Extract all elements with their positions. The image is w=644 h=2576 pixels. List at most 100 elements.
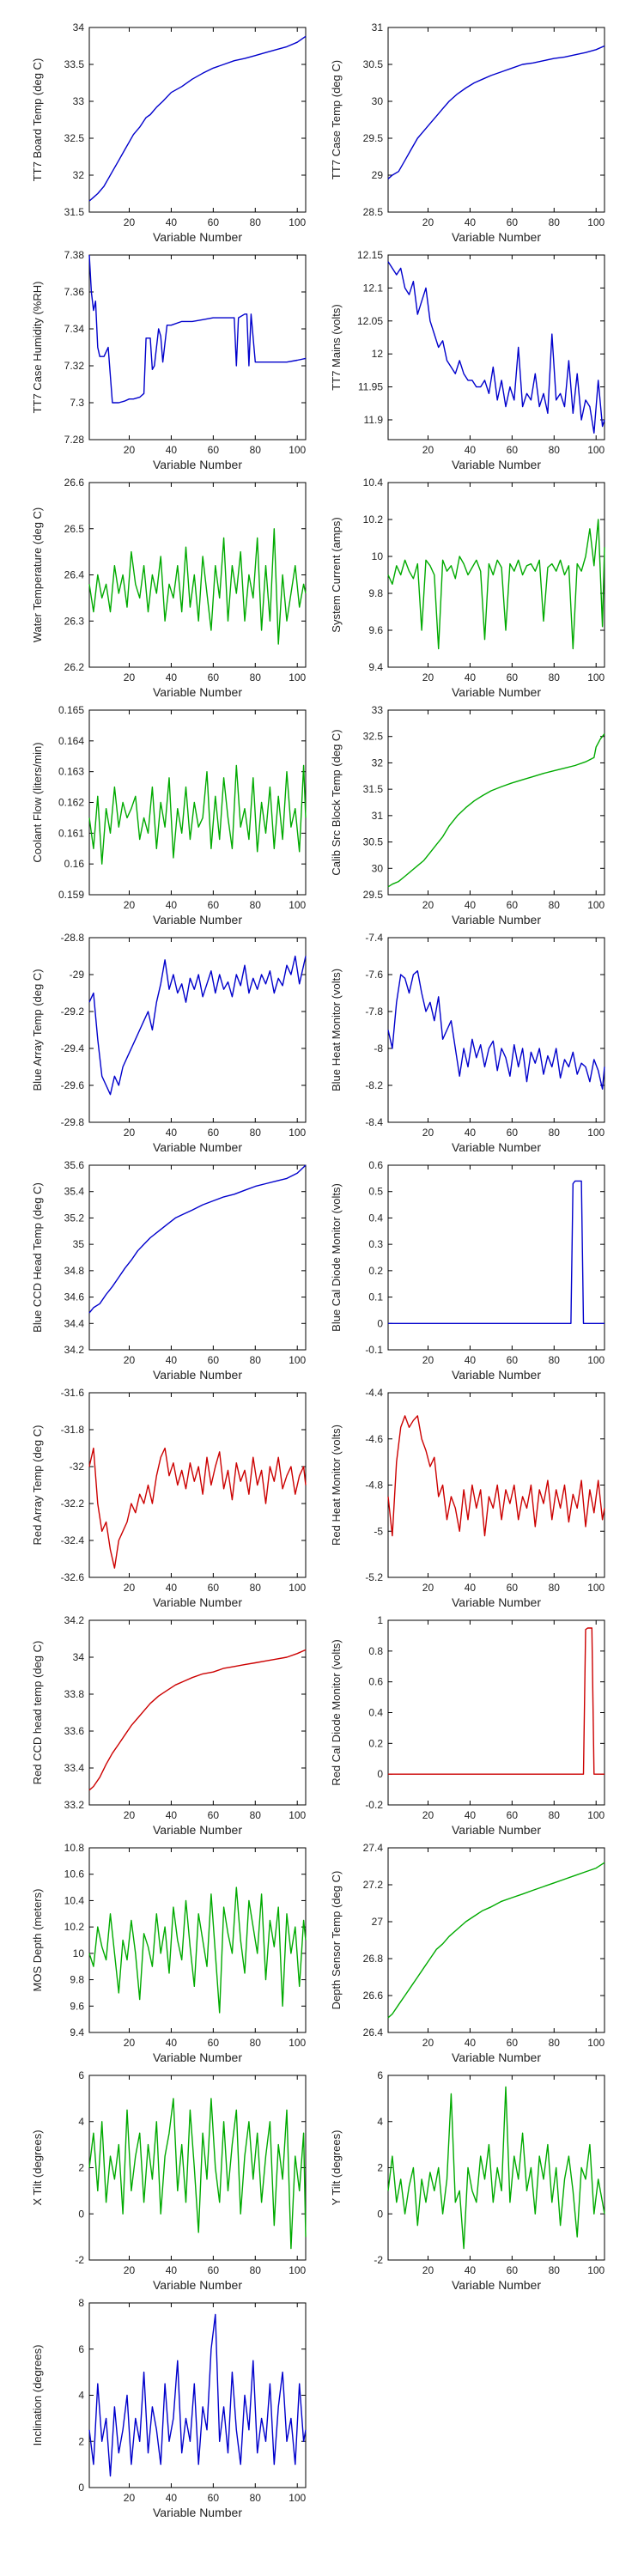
chart-panel-5: 20 40 60 80 100 26.2 26.3 26.4 26.5 26.6 Variable … bbox=[31, 477, 307, 699]
y-tick-label: 32 bbox=[372, 756, 384, 769]
chart-panel-3: 20 40 60 80 100 7.28 7.3 7.32 7.34 7.36 7.38 Variab… bbox=[31, 249, 307, 471]
y-tick-label: 31.5 bbox=[64, 206, 85, 218]
y-tick-label: 26.6 bbox=[64, 477, 85, 489]
y-axis-label: Blue Cal Diode Monitor (volts) bbox=[330, 1183, 343, 1332]
y-tick-label: 10.4 bbox=[64, 1894, 85, 1906]
series-line bbox=[88, 955, 307, 1096]
x-axis-label: Variable Number bbox=[452, 1823, 541, 1837]
x-tick-label: 20 bbox=[124, 1354, 136, 1366]
y-tick-label: -29.2 bbox=[61, 1005, 85, 1018]
y-axis-label: X Tilt (degrees) bbox=[31, 2129, 44, 2205]
x-tick-label: 60 bbox=[507, 444, 519, 456]
y-tick-label: 26.5 bbox=[64, 523, 85, 535]
y-tick-label: 9.6 bbox=[368, 624, 383, 636]
y-tick-label: -8 bbox=[374, 1042, 383, 1054]
plot-frame bbox=[88, 937, 307, 1123]
y-tick-label: 6 bbox=[78, 2343, 84, 2355]
x-tick-label: 40 bbox=[465, 671, 477, 683]
y-tick-label: 4 bbox=[78, 2390, 84, 2402]
x-axis-label: Variable Number bbox=[153, 1140, 242, 1154]
x-tick-label: 60 bbox=[507, 1354, 519, 1366]
series-line bbox=[88, 764, 307, 865]
x-axis-label: Variable Number bbox=[452, 1368, 541, 1382]
x-tick-label: 100 bbox=[289, 2037, 306, 2049]
plot-frame bbox=[88, 2302, 307, 2488]
x-tick-label: 80 bbox=[250, 671, 262, 683]
x-tick-label: 80 bbox=[549, 671, 561, 683]
y-tick-label: 34 bbox=[73, 1651, 85, 1663]
y-tick-label: 30.5 bbox=[363, 58, 384, 70]
series-line bbox=[387, 2086, 605, 2250]
y-tick-label: 0.1 bbox=[368, 1291, 383, 1303]
x-tick-label: 80 bbox=[250, 899, 262, 911]
y-tick-label: 34.2 bbox=[64, 1614, 85, 1626]
x-tick-label: 60 bbox=[208, 1127, 220, 1139]
y-tick-label: 34 bbox=[73, 21, 85, 33]
plot-frame bbox=[387, 254, 605, 440]
y-tick-label: 7.3 bbox=[70, 397, 84, 409]
chart-panel-6: 20 40 60 80 100 9.4 9.6 9.8 10 10.2 10.4 Variable N… bbox=[330, 477, 605, 699]
y-axis-label: Water Temperature (deg C) bbox=[31, 507, 44, 643]
x-tick-label: 100 bbox=[289, 1582, 306, 1594]
x-tick-label: 60 bbox=[208, 2492, 220, 2504]
y-tick-label: -32.4 bbox=[61, 1534, 85, 1546]
x-tick-label: 60 bbox=[507, 2037, 519, 2049]
x-tick-label: 100 bbox=[587, 1809, 605, 1821]
y-tick-label: 11.95 bbox=[358, 381, 383, 393]
chart-panel-14: 20 40 60 80 100 -5.2 -5 -4.8 -4.6 -4.4 Variable Nu… bbox=[330, 1387, 605, 1609]
y-tick-label: 32.5 bbox=[363, 731, 384, 743]
y-tick-label: 2 bbox=[78, 2162, 84, 2174]
x-tick-label: 40 bbox=[465, 2264, 477, 2276]
series-line bbox=[387, 519, 605, 650]
x-tick-label: 100 bbox=[587, 1354, 605, 1366]
y-tick-label: 0.8 bbox=[368, 1645, 383, 1657]
x-tick-label: 60 bbox=[507, 899, 519, 911]
x-tick-label: 80 bbox=[250, 2037, 262, 2049]
x-tick-label: 80 bbox=[549, 1354, 561, 1366]
x-tick-label: 60 bbox=[507, 671, 519, 683]
y-tick-label: 30 bbox=[372, 862, 384, 874]
x-tick-label: 80 bbox=[549, 216, 561, 228]
x-tick-label: 20 bbox=[124, 671, 136, 683]
plot-frame bbox=[387, 2075, 605, 2261]
series-line bbox=[88, 35, 307, 202]
y-tick-label: 32 bbox=[73, 169, 85, 181]
y-tick-label: 33.8 bbox=[64, 1688, 85, 1700]
y-tick-label: 0 bbox=[377, 1768, 383, 1780]
y-tick-label: -0.1 bbox=[365, 1344, 383, 1356]
y-tick-label: 1 bbox=[377, 1614, 383, 1626]
x-tick-label: 40 bbox=[465, 1354, 477, 1366]
y-tick-label: 10.4 bbox=[363, 477, 384, 489]
y-axis-label: Red Cal Diode Monitor (volts) bbox=[330, 1639, 343, 1786]
x-tick-label: 80 bbox=[549, 1127, 561, 1139]
y-tick-label: 0 bbox=[377, 2208, 383, 2220]
plot-frame bbox=[387, 1392, 605, 1578]
chart-panel-8: 20 40 60 80 100 29.5 30 30.5 31 31.5 32 32.5 33 Varia… bbox=[330, 704, 605, 927]
y-axis-label: Blue Heat Monitor (volts) bbox=[330, 969, 343, 1091]
plot-frame bbox=[387, 482, 605, 668]
y-tick-label: -31.6 bbox=[61, 1387, 85, 1399]
x-tick-label: 20 bbox=[124, 216, 136, 228]
x-tick-label: 20 bbox=[422, 444, 434, 456]
y-tick-label: 12.15 bbox=[357, 249, 383, 261]
chart-panel-15: 20 40 60 80 100 33.2 33.4 33.6 33.8 34 34.2 Variabl… bbox=[31, 1614, 307, 1837]
y-tick-label: -8.4 bbox=[365, 1116, 383, 1128]
plot-frame bbox=[387, 937, 605, 1123]
y-tick-label: -5.2 bbox=[365, 1571, 383, 1583]
y-tick-label: 2 bbox=[377, 2162, 383, 2174]
x-axis-label: Variable Number bbox=[452, 685, 541, 699]
x-tick-label: 20 bbox=[422, 671, 434, 683]
y-tick-label: 0.162 bbox=[58, 797, 84, 809]
y-tick-label: 26.6 bbox=[363, 1990, 384, 2002]
y-tick-label: -7.8 bbox=[365, 1005, 383, 1018]
x-tick-label: 60 bbox=[208, 1354, 220, 1366]
chart-panel-17: 20 40 60 80 100 9.4 9.6 9.8 10 10.2 10.4 10.6 10.8 Va… bbox=[31, 1842, 307, 2064]
y-tick-label: -28.8 bbox=[61, 932, 85, 944]
y-axis-label: MOS Depth (meters) bbox=[31, 1889, 44, 1992]
x-tick-label: 40 bbox=[465, 444, 477, 456]
y-tick-label: 35.6 bbox=[64, 1159, 85, 1171]
x-tick-label: 80 bbox=[250, 1809, 262, 1821]
x-tick-label: 40 bbox=[166, 2492, 178, 2504]
x-tick-label: 100 bbox=[289, 2492, 306, 2504]
x-axis-label: Variable Number bbox=[153, 1368, 242, 1382]
